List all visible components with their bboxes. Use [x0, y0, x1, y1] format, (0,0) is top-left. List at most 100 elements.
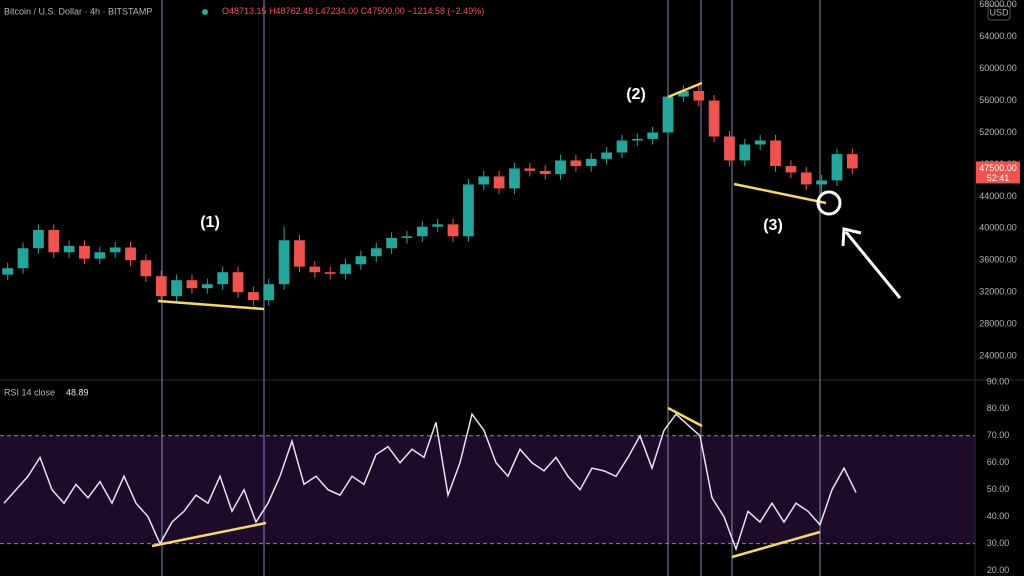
y-tick-label: 56000.00: [979, 95, 1017, 105]
candle-body: [125, 247, 136, 261]
candle-body: [539, 170, 551, 175]
candle-body: [140, 260, 152, 277]
candle-body: [693, 91, 705, 101]
ohlc-open: O48713.15: [222, 6, 267, 16]
candle-body: [155, 276, 167, 297]
candle-body: [739, 144, 751, 161]
countdown: 52:41: [987, 173, 1010, 183]
candle-body: [370, 248, 382, 257]
y-tick-label: 68000.00: [979, 0, 1017, 9]
arrow: [841, 227, 902, 299]
candle-body: [601, 152, 612, 159]
y-tick-label: 36000.00: [979, 255, 1017, 265]
candle-body: [109, 247, 121, 253]
candle-body: [48, 229, 60, 253]
plot: [0, 83, 975, 552]
candle-body: [800, 172, 812, 185]
y-tick-label: 60000.00: [979, 63, 1017, 73]
candle-body: [463, 184, 474, 237]
y-tick-label: 32000.00: [979, 287, 1017, 297]
rsi-value: 48.89: [66, 387, 89, 397]
y-tick-label: 20.00: [987, 565, 1010, 575]
status-dot: [202, 9, 208, 15]
candle-body: [355, 256, 367, 265]
annotation: (1): [200, 214, 220, 231]
candle-body: [647, 132, 659, 139]
candle-body: [201, 284, 213, 289]
candle-body: [17, 248, 29, 269]
candle-body: [447, 224, 459, 237]
candle-body: [785, 166, 797, 173]
candle-body: [263, 284, 275, 301]
y-tick-label: 40.00: [987, 511, 1010, 521]
candle-body: [662, 96, 674, 133]
candle-body: [631, 138, 643, 141]
candle-body: [324, 272, 336, 274]
candle-body: [432, 224, 444, 227]
candle-body: [294, 240, 305, 267]
candle-body: [585, 158, 597, 167]
rsi-band: [0, 435, 975, 544]
price-label: 47500.00: [979, 163, 1017, 173]
candle-body: [831, 154, 843, 181]
ohlc-high: H48762.48: [269, 6, 313, 16]
candle-body: [2, 268, 14, 275]
ohlc-change: −1214.58 (−2.49%): [407, 6, 484, 16]
y-tick-label: 70.00: [987, 430, 1010, 440]
candle-body: [309, 266, 321, 273]
candle-body: [555, 160, 566, 175]
y-tick-label: 80.00: [987, 403, 1010, 413]
y-tick-label: 28000.00: [979, 318, 1017, 328]
ohlc-close: C47500.00: [361, 6, 405, 16]
price-tag: [976, 161, 1020, 184]
y-tick-label: 40000.00: [979, 223, 1017, 233]
candle-body: [724, 136, 735, 161]
divergence-lines: [151, 81, 827, 559]
candle-body: [171, 280, 182, 297]
candle-body: [94, 252, 106, 259]
ohlc-low: L47234.00: [316, 6, 359, 16]
candle-body: [232, 272, 244, 293]
y-tick-label: 52000.00: [979, 127, 1017, 137]
y-tick-label: 30.00: [987, 538, 1010, 548]
y-tick-label: 60.00: [987, 457, 1010, 467]
annotation: (3): [763, 217, 783, 234]
y-tick-label: 44000.00: [979, 191, 1017, 201]
candle-body: [754, 140, 766, 145]
candle-body: [616, 140, 628, 153]
candle-body: [570, 160, 582, 167]
candle-body: [63, 245, 75, 253]
highlight-circle: [816, 190, 842, 216]
candle-body: [524, 168, 536, 171]
currency: USD: [989, 7, 1009, 17]
annotation: (2): [626, 86, 646, 103]
symbol: Bitcoin / U.S. Dollar · 4h · BITSTAMP: [4, 6, 152, 16]
rsi-title: RSI 14 close: [4, 387, 55, 397]
currency-box: [987, 5, 1011, 21]
candle-body: [386, 237, 397, 249]
candle-body: [846, 154, 858, 169]
y-tick-label: 90.00: [987, 376, 1010, 386]
y-tick-label: 64000.00: [979, 31, 1017, 41]
candle-body: [509, 168, 520, 189]
ohlc: O48713.15 H48762.48 L47234.00 C47500.00 …: [222, 6, 484, 16]
candle-body: [186, 280, 198, 289]
candle-body: [33, 229, 44, 249]
candle-body: [770, 140, 781, 167]
candle-body: [416, 226, 428, 237]
candle-body: [340, 264, 351, 274]
candle-body: [678, 91, 689, 97]
y-tick-label: 24000.00: [979, 350, 1017, 360]
candle-body: [79, 245, 90, 259]
candle-body: [278, 240, 290, 285]
candle-body: [248, 292, 259, 301]
candle-body: [493, 176, 505, 189]
candle-body: [401, 236, 413, 238]
y-tick-label: 50.00: [987, 484, 1010, 494]
candle-body: [217, 272, 229, 285]
rsi-line: [3, 412, 857, 552]
candle-body: [478, 176, 490, 185]
candle-body: [708, 100, 720, 137]
candle-body: [816, 180, 827, 185]
